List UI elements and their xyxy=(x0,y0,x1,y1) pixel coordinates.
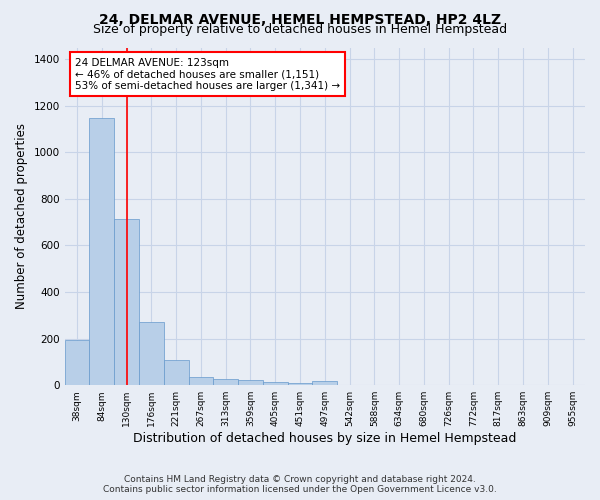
Text: Size of property relative to detached houses in Hemel Hempstead: Size of property relative to detached ho… xyxy=(93,22,507,36)
Text: Contains HM Land Registry data © Crown copyright and database right 2024.
Contai: Contains HM Land Registry data © Crown c… xyxy=(103,474,497,494)
Bar xyxy=(214,379,238,385)
Bar xyxy=(164,360,188,385)
Bar xyxy=(238,380,263,385)
Bar xyxy=(287,383,313,385)
Bar xyxy=(89,118,114,385)
Text: 24 DELMAR AVENUE: 123sqm
← 46% of detached houses are smaller (1,151)
53% of sem: 24 DELMAR AVENUE: 123sqm ← 46% of detach… xyxy=(75,58,340,91)
Bar xyxy=(313,382,337,385)
Bar xyxy=(263,382,287,385)
Bar xyxy=(188,378,214,385)
Y-axis label: Number of detached properties: Number of detached properties xyxy=(15,124,28,310)
Bar xyxy=(65,340,89,385)
Bar xyxy=(139,322,164,385)
X-axis label: Distribution of detached houses by size in Hemel Hempstead: Distribution of detached houses by size … xyxy=(133,432,517,445)
Text: 24, DELMAR AVENUE, HEMEL HEMPSTEAD, HP2 4LZ: 24, DELMAR AVENUE, HEMEL HEMPSTEAD, HP2 … xyxy=(99,12,501,26)
Bar xyxy=(114,218,139,385)
